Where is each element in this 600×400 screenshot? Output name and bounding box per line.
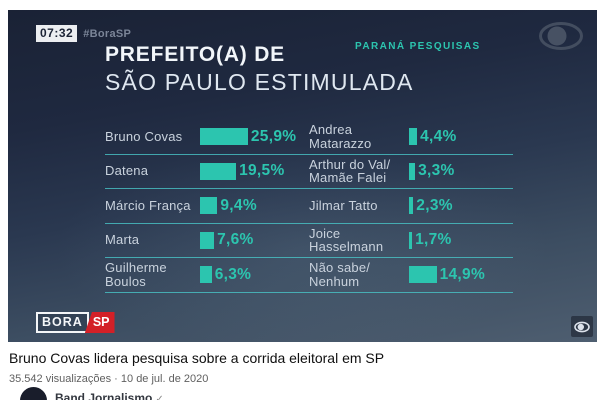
- candidate-label: Datena: [105, 163, 149, 179]
- poll-headline: PREFEITO(A) DE SÃO PAULO ESTIMULADA: [105, 43, 414, 96]
- poll-cell: Guilherme Boulos 6,3%: [105, 261, 309, 288]
- candidate-label: Andrea Matarazzo: [309, 122, 372, 151]
- candidate-label: Bruno Covas: [105, 128, 183, 144]
- result-value: 25,9%: [250, 127, 297, 145]
- hashtag-label: #BoraSP: [83, 27, 132, 40]
- result-value: 1,7%: [415, 231, 452, 249]
- result-bar: [409, 231, 413, 249]
- result-value: 7,6%: [217, 231, 254, 249]
- poll-cell: Datena 19,5%: [105, 162, 309, 180]
- candidate-label: Guilherme Boulos: [105, 260, 167, 289]
- poll-cell: Márcio França 9,4%: [105, 197, 309, 215]
- bora-sp-logo: BORA SP: [36, 312, 115, 333]
- poll-table: Bruno Covas 25,9% Andrea Matarazzo 4,4% Date…: [105, 120, 513, 293]
- result-bar: [200, 197, 218, 215]
- poll-row: Marta 7,6% Joice Hasselmann 1,7%: [105, 224, 513, 258]
- result-bar: [200, 128, 248, 146]
- verified-icon: ✓: [155, 394, 164, 400]
- video-meta: 35.542 visualizações · 10 de jul. de 202…: [9, 373, 209, 385]
- result-value: 4,4%: [420, 127, 457, 145]
- poll-row: Bruno Covas 25,9% Andrea Matarazzo 4,4%: [105, 120, 513, 155]
- pollster-label: PARANÁ PESQUISAS: [355, 41, 481, 52]
- poll-cell: Não sabe/ Nenhum 14,9%: [309, 261, 513, 288]
- result-value: 2,3%: [416, 196, 453, 214]
- candidate-label: Não sabe/ Nenhum: [309, 260, 371, 289]
- bora-logo-text: BORA: [36, 312, 89, 333]
- result-value: 9,4%: [220, 196, 257, 214]
- band-watermark-icon: [571, 316, 593, 337]
- broadcast-topbar: 07:32 #BoraSP: [36, 25, 131, 42]
- result-bar: [409, 162, 416, 180]
- result-value: 3,3%: [418, 162, 455, 180]
- video-player[interactable]: 07:32 #BoraSP PREFEITO(A) DE SÃO PAULO E…: [8, 10, 597, 342]
- channel-name[interactable]: Band Jornalismo ✓: [55, 391, 164, 400]
- result-bar: [200, 231, 215, 249]
- result-bar: [200, 266, 212, 284]
- candidate-label: Márcio França: [105, 197, 191, 213]
- poll-cell: Jilmar Tatto 2,3%: [309, 197, 513, 215]
- poll-cell: Marta 7,6%: [105, 231, 309, 249]
- poll-cell: Joice Hasselmann 1,7%: [309, 225, 513, 255]
- timestamp-badge: 07:32: [36, 25, 78, 42]
- candidate-label: Joice Hasselmann: [309, 225, 384, 255]
- headline-line1: PREFEITO(A) DE: [105, 43, 285, 66]
- result-bar: [200, 162, 237, 180]
- bora-logo-sp-badge: SP: [84, 312, 115, 333]
- channel-name-text: Band Jornalismo: [55, 391, 153, 400]
- candidate-label: Jilmar Tatto: [309, 197, 378, 213]
- candidate-label: Arthur do Val/ Mamãe Falei: [309, 156, 391, 186]
- poll-cell: Bruno Covas 25,9%: [105, 128, 309, 146]
- poll-cell: Arthur do Val/ Mamãe Falei 3,3%: [309, 156, 513, 186]
- result-bar: [409, 266, 437, 284]
- result-value: 14,9%: [439, 265, 486, 283]
- video-details-section: Bruno Covas lidera pesquisa sobre a corr…: [0, 342, 600, 400]
- poll-row: Datena 19,5% Arthur do Val/ Mamãe Falei 3,3…: [105, 155, 513, 189]
- result-bar: [409, 197, 414, 215]
- video-title: Bruno Covas lidera pesquisa sobre a corr…: [9, 350, 385, 366]
- channel-avatar[interactable]: [20, 387, 47, 400]
- result-value: 19,5%: [239, 162, 285, 180]
- candidate-label: Marta: [105, 232, 140, 248]
- poll-row: Márcio França 9,4% Jilmar Tatto 2,3%: [105, 189, 513, 224]
- headline-line2: SÃO PAULO ESTIMULADA: [105, 69, 414, 95]
- result-value: 6,3%: [214, 265, 252, 283]
- poll-row: Guilherme Boulos 6,3% Não sabe/ Nenhum 14,9…: [105, 258, 513, 293]
- band-eye-logo-icon: [539, 22, 583, 50]
- result-bar: [409, 128, 418, 146]
- poll-cell: Andrea Matarazzo 4,4%: [309, 123, 513, 150]
